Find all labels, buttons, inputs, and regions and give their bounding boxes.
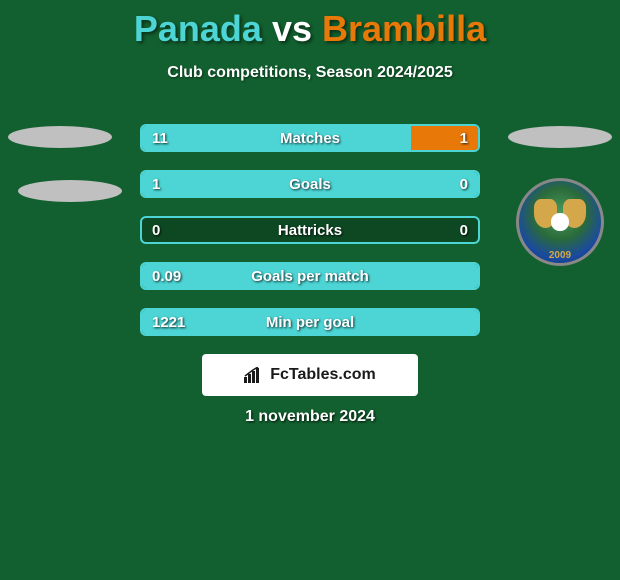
stat-label: Goals per match <box>142 264 478 288</box>
stats-area: 11Matches11Goals00Hattricks00.09Goals pe… <box>140 124 480 354</box>
stat-label: Hattricks <box>142 218 478 242</box>
chart-icon <box>244 367 264 383</box>
player1-team-placeholder <box>18 180 122 202</box>
player2-badge-placeholder <box>508 126 612 148</box>
subtitle: Club competitions, Season 2024/2025 <box>0 64 620 82</box>
vs-text: vs <box>272 8 312 49</box>
stat-row: 1221Min per goal <box>140 308 480 336</box>
site-name: FcTables.com <box>270 366 376 384</box>
stat-label: Matches <box>142 126 478 150</box>
player2-team-crest: 2009 <box>516 178 604 266</box>
player2-name: Brambilla <box>322 8 486 49</box>
stat-value-right: 0 <box>460 218 468 242</box>
stat-row: 1Goals0 <box>140 170 480 198</box>
crest-year: 2009 <box>519 250 601 261</box>
page-title: Panada vs Brambilla <box>0 0 620 50</box>
stat-label: Goals <box>142 172 478 196</box>
comparison-infographic: Panada vs Brambilla Club competitions, S… <box>0 0 620 580</box>
date-text: 1 november 2024 <box>0 408 620 426</box>
stat-row: 11Matches1 <box>140 124 480 152</box>
player1-badge-placeholder <box>8 126 112 148</box>
stat-value-right: 0 <box>460 172 468 196</box>
stat-row: 0.09Goals per match <box>140 262 480 290</box>
site-logo: FcTables.com <box>202 354 418 396</box>
stat-label: Min per goal <box>142 310 478 334</box>
player1-name: Panada <box>134 8 262 49</box>
stat-row: 0Hattricks0 <box>140 216 480 244</box>
stat-value-right: 1 <box>460 126 468 150</box>
